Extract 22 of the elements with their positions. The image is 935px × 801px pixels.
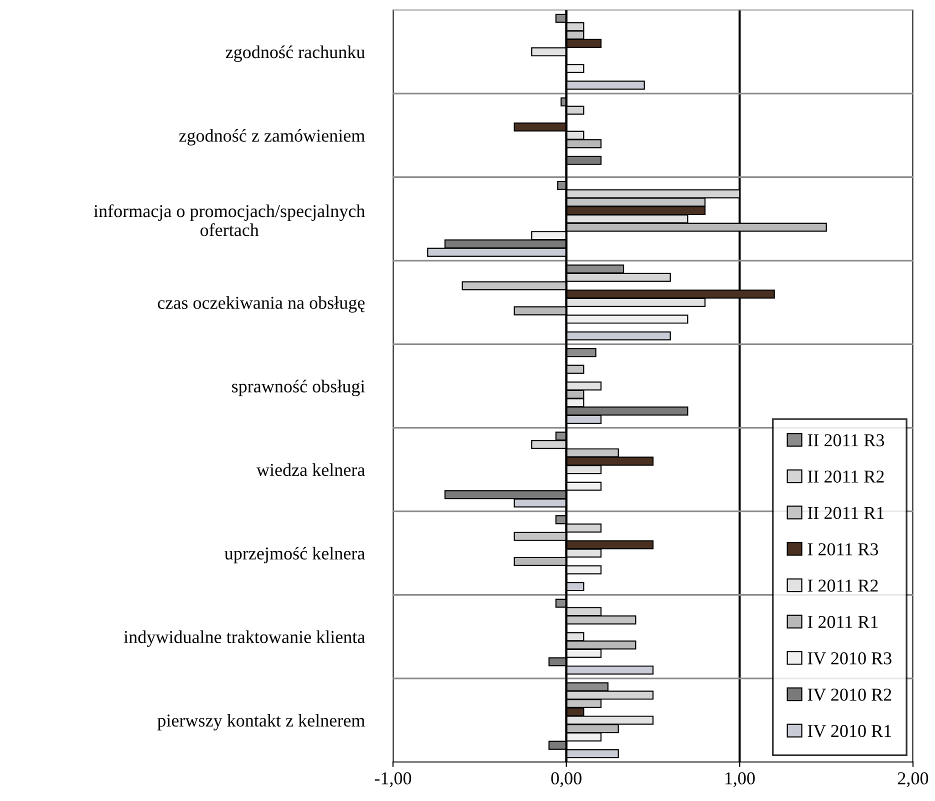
y-tick-label: zgodność z zamówieniem [179, 129, 365, 146]
y-tick-label: sprawność obsługi [232, 380, 365, 396]
x-tick-label: 2,00 [898, 772, 928, 788]
legend-label: IV 2010 R1 [808, 724, 892, 738]
legend-label: I 2011 R2 [808, 580, 878, 592]
legend-label: IV 2010 R3 [808, 652, 892, 665]
y-tick-label: pierwszy kontakt z kelnerem [157, 714, 365, 730]
y-tick-label: zgodność rachunku [226, 46, 365, 62]
legend-label: I 2011 R1 [808, 616, 878, 628]
x-tick-label: 1,00 [725, 772, 755, 788]
y-tick-label: wiedza kelnera [256, 463, 365, 476]
legend-label: II 2011 R1 [808, 506, 884, 520]
y-tick-label: informacja o promocjach/specjalnych ofertach [94, 204, 365, 236]
y-tick-label: czas oczekiwania na obsługę [158, 296, 365, 313]
legend-label: II 2011 R2 [808, 470, 884, 483]
y-tick-label: uprzejmość kelnera [224, 546, 365, 564]
x-tick-label: -1,00 [374, 772, 412, 788]
y-tick-label: indywidualne traktowanie klienta [124, 630, 365, 647]
legend-label: I 2011 R3 [808, 543, 878, 556]
x-tick-label: 0,00 [551, 772, 582, 788]
legend-label: IV 2010 R2 [808, 688, 892, 701]
legend-label: II 2011 R3 [808, 434, 884, 446]
